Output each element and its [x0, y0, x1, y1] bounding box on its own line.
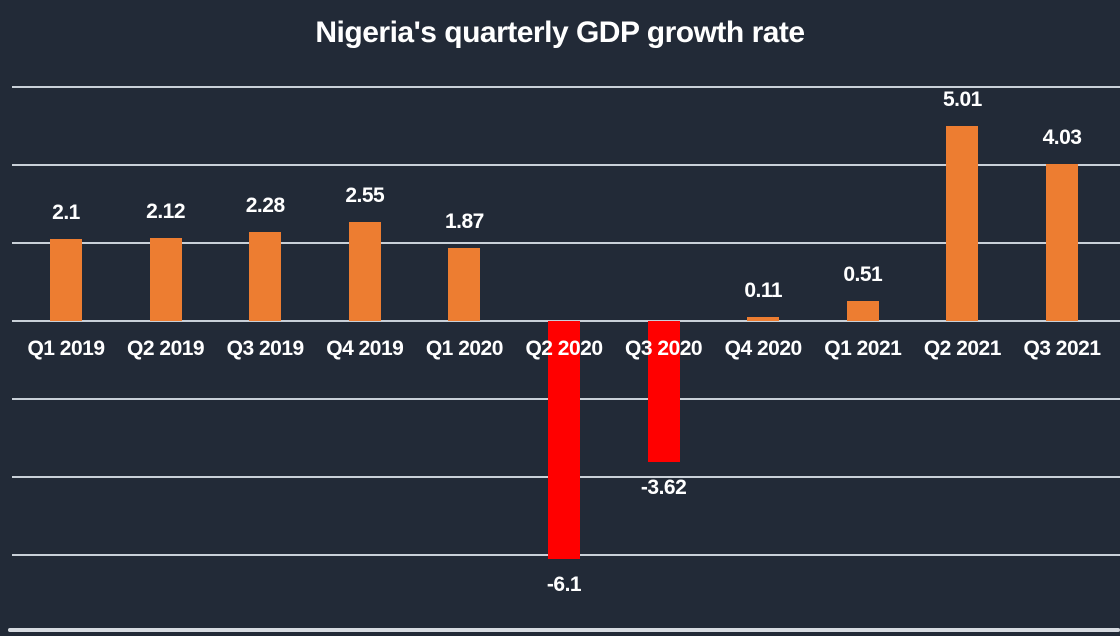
value-label-q3-2020: -3.62 [640, 476, 687, 500]
bar-q4-2020 [747, 316, 780, 321]
value-label-q3-2019: 2.28 [245, 194, 285, 218]
bar-q3-2019 [249, 232, 282, 321]
value-label-q4-2019: 2.55 [345, 183, 385, 207]
bar-q1-2019 [50, 239, 82, 321]
x-axis-label-q1-2019: Q1 2019 [27, 337, 105, 360]
bar-q4-2019 [348, 221, 381, 321]
x-axis-label-q1-2020: Q1 2020 [425, 337, 504, 360]
bar-q2-2020 [548, 321, 580, 559]
gridline-6 [12, 86, 1120, 88]
chart-title: Nigeria's quarterly GDP growth rate [315, 16, 805, 49]
bar-q3-2021 [1046, 163, 1078, 321]
chart-bottom-border [8, 628, 1120, 632]
x-axis-label-q2-2020: Q2 2020 [525, 337, 603, 360]
bar-q2-2021 [946, 125, 979, 321]
x-axis-label-q3-2020: Q3 2020 [625, 337, 703, 360]
bar-q1-2020 [448, 248, 481, 321]
bar-q3-2020 [647, 321, 680, 463]
value-label-q2-2020: -6.1 [546, 572, 582, 596]
x-axis-label-q2-2021: Q2 2021 [923, 337, 1002, 360]
bar-q1-2021 [846, 301, 879, 321]
x-axis-label-q1-2021: Q1 2021 [824, 337, 902, 360]
bar-q2-2019 [149, 238, 182, 321]
gridline-4 [12, 164, 1120, 166]
value-label-q1-2019: 2.1 [52, 201, 80, 225]
value-label-q2-2021: 5.01 [942, 87, 982, 111]
value-label-q2-2019: 2.12 [146, 200, 186, 224]
value-label-q3-2021: 4.03 [1042, 125, 1082, 149]
x-axis-label-q2-2019: Q2 2019 [127, 337, 205, 360]
value-label-q1-2021: 0.51 [843, 263, 883, 287]
value-label-q4-2020: 0.11 [744, 278, 783, 302]
value-label-q1-2020: 1.87 [444, 210, 484, 234]
x-axis-label-q3-2019: Q3 2019 [226, 337, 305, 360]
x-axis-label-q3-2021: Q3 2021 [1023, 337, 1101, 360]
x-axis-label-q4-2019: Q4 2019 [326, 337, 404, 360]
x-axis-label-q4-2020: Q4 2020 [724, 337, 803, 360]
gridline-2 [12, 242, 1120, 244]
